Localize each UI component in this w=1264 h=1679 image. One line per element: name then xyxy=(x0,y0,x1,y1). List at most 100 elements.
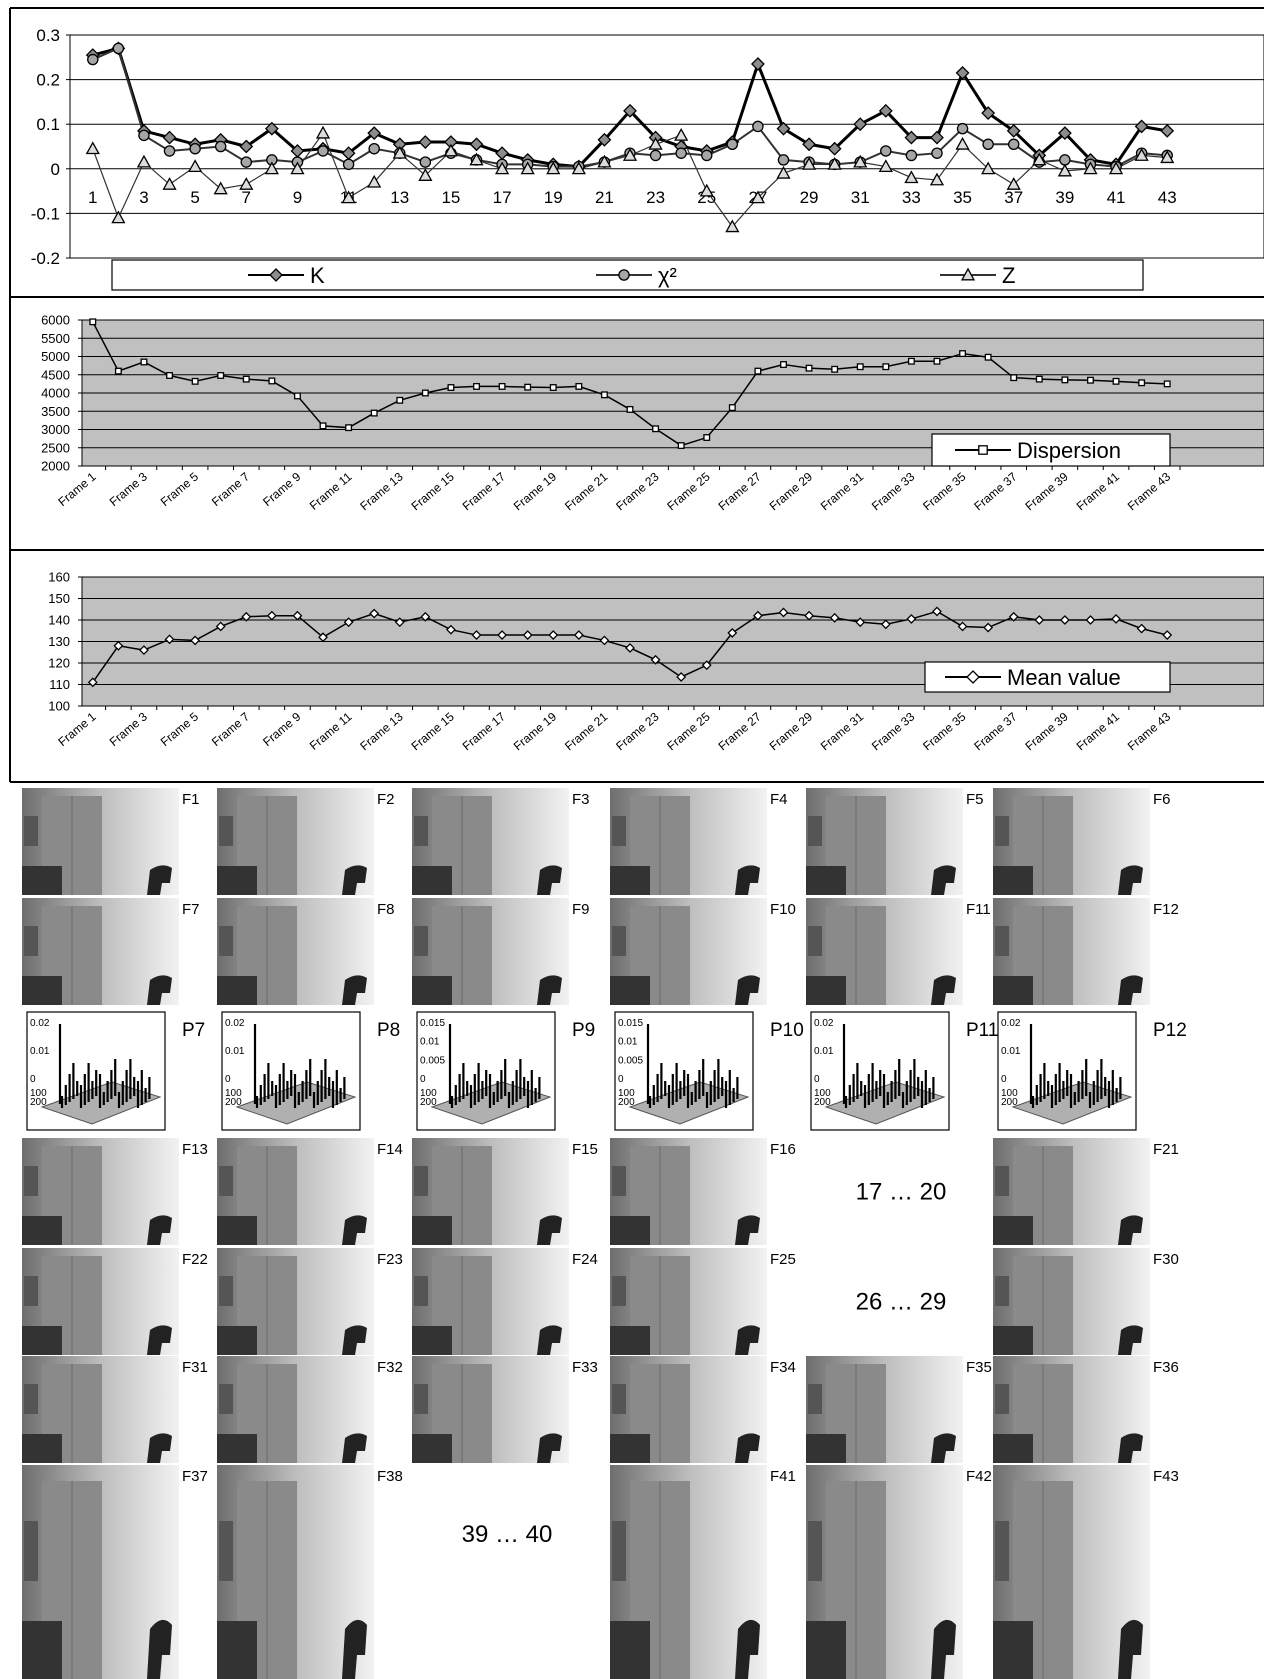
x-tick-label: 9 xyxy=(293,188,302,207)
frame-image xyxy=(610,1465,767,1679)
y-tick-label: 4000 xyxy=(41,386,70,401)
frame-image xyxy=(412,1248,569,1355)
marker xyxy=(344,159,354,169)
x-tick-label: 19 xyxy=(544,188,563,207)
y-tick-label: -0.2 xyxy=(31,249,60,268)
frame-label: F16 xyxy=(770,1141,796,1158)
y-tick-label: 3000 xyxy=(41,422,70,437)
frame-label: F10 xyxy=(770,901,796,918)
frame-label: F14 xyxy=(377,1141,403,1158)
marker xyxy=(448,385,454,391)
marker xyxy=(397,398,403,404)
x-tick-label: 3 xyxy=(139,188,148,207)
marker xyxy=(499,384,505,390)
frame-image xyxy=(22,1138,179,1245)
marker xyxy=(88,54,98,64)
marker xyxy=(141,359,147,365)
marker xyxy=(164,146,174,156)
frame-image xyxy=(993,1138,1150,1245)
frame-image xyxy=(412,898,569,1005)
frame-label: F36 xyxy=(1153,1359,1179,1376)
plot-label: P7 xyxy=(182,1020,205,1041)
frame-label: F33 xyxy=(572,1359,598,1376)
marker xyxy=(702,150,712,160)
plot-tick-label: 200 xyxy=(420,1097,437,1108)
y-tick-label: 160 xyxy=(48,570,70,585)
x-tick-label: 17 xyxy=(493,188,512,207)
frame-label: F43 xyxy=(1153,1468,1179,1485)
legend-marker xyxy=(619,270,629,280)
marker xyxy=(1011,375,1017,381)
frame-image xyxy=(217,1356,374,1463)
marker xyxy=(1009,139,1019,149)
frame-image xyxy=(610,1356,767,1463)
histogram-plot: 0.020.010100200 xyxy=(811,1012,949,1130)
marker xyxy=(650,150,660,160)
marker xyxy=(857,364,863,370)
frame-label: F8 xyxy=(377,901,395,918)
plot-tick-label: 200 xyxy=(1001,1097,1018,1108)
marker xyxy=(116,368,122,374)
y-tick-label: 100 xyxy=(48,699,70,714)
frame-image xyxy=(412,1356,569,1463)
x-tick-label: 41 xyxy=(1107,188,1126,207)
plot-tick-label: 0.01 xyxy=(618,1037,638,1048)
legend-label: Z xyxy=(1002,263,1015,288)
histogram-plot: 0.020.010100200 xyxy=(222,1012,360,1130)
plot-tick-label: 0.02 xyxy=(225,1018,245,1029)
histogram-plot: 0.0150.010.0050100200 xyxy=(615,1012,753,1130)
marker xyxy=(423,390,429,396)
frame-label: F42 xyxy=(966,1468,992,1485)
frame-label: F25 xyxy=(770,1251,796,1268)
frame-label: F9 xyxy=(572,901,590,918)
frame-label: F5 xyxy=(966,791,984,808)
y-tick-label: 0.2 xyxy=(36,71,60,90)
legend-label: Mean value xyxy=(1007,665,1121,690)
marker xyxy=(653,426,659,432)
marker xyxy=(113,43,123,53)
marker xyxy=(957,124,967,134)
y-tick-label: 130 xyxy=(48,634,70,649)
marker xyxy=(474,384,480,390)
marker xyxy=(1113,379,1119,385)
x-tick-label: 31 xyxy=(851,188,870,207)
marker xyxy=(932,148,942,158)
plot-label: P9 xyxy=(572,1020,595,1041)
frame-label: F15 xyxy=(572,1141,598,1158)
y-tick-label: 5500 xyxy=(41,331,70,346)
legend-label: K xyxy=(310,263,325,288)
frame-image xyxy=(610,788,767,895)
y-tick-label: 3500 xyxy=(41,404,70,419)
marker xyxy=(139,130,149,140)
marker xyxy=(216,141,226,151)
frame-label: F41 xyxy=(770,1468,796,1485)
y-tick-label: 2000 xyxy=(41,459,70,474)
frame-image xyxy=(993,898,1150,1005)
frame-image xyxy=(993,1465,1150,1679)
frame-image xyxy=(22,788,179,895)
x-tick-label: 5 xyxy=(190,188,199,207)
marker xyxy=(1139,380,1145,386)
plot-tick-label: 0.01 xyxy=(420,1037,440,1048)
skipped-frames: 17 … 20 xyxy=(856,1179,947,1206)
marker xyxy=(192,379,198,385)
marker xyxy=(167,373,173,379)
x-tick-label: 29 xyxy=(800,188,819,207)
frame-image xyxy=(22,1248,179,1355)
marker xyxy=(1088,377,1094,383)
frame-label: F3 xyxy=(572,791,590,808)
frame-image xyxy=(610,898,767,1005)
frame-label: F23 xyxy=(377,1251,403,1268)
marker xyxy=(934,358,940,364)
plot-tick-label: 200 xyxy=(225,1097,242,1108)
frame-image xyxy=(217,1248,374,1355)
marker xyxy=(269,378,275,384)
frame-label: F12 xyxy=(1153,901,1179,918)
y-tick-label: 6000 xyxy=(41,313,70,328)
plot-tick-label: 0 xyxy=(618,1074,624,1085)
marker xyxy=(678,443,684,449)
frame-label: F31 xyxy=(182,1359,208,1376)
plot-tick-label: 0 xyxy=(1001,1074,1007,1085)
